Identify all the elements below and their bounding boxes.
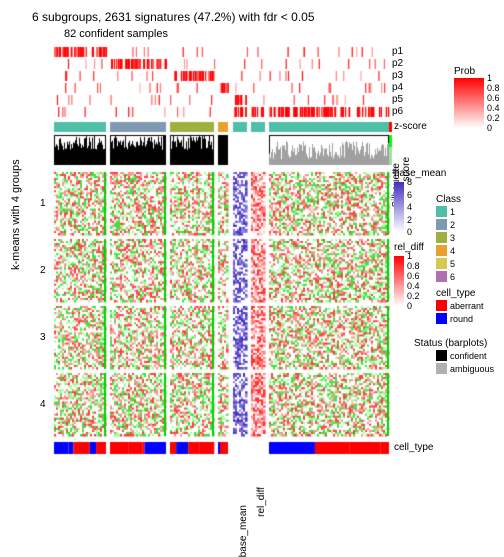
axis-label: z-score — [394, 121, 427, 132]
legend-gradient — [394, 182, 404, 232]
legend-item: confident — [436, 350, 487, 361]
legend-item: 1 — [436, 206, 455, 217]
axis-label: p4 — [392, 82, 403, 93]
legend-item: 6 — [436, 271, 455, 282]
axis-label: 2 — [40, 265, 46, 276]
axis-label: rel_diff — [256, 487, 267, 517]
axis-label: 3 — [40, 332, 46, 343]
legend-item: ambiguous — [436, 363, 494, 374]
axis-label: p3 — [392, 70, 403, 81]
legend-item: 5 — [436, 258, 455, 269]
axis-label: 4 — [40, 399, 46, 410]
legend-title: Prob — [454, 66, 475, 77]
legend-item: 4 — [436, 245, 455, 256]
legend-title: Class — [436, 194, 461, 205]
legend-item: 2 — [436, 219, 455, 230]
legend-item: aberrant — [436, 300, 484, 311]
legend-item: 3 — [436, 232, 455, 243]
legend-item: round — [436, 313, 473, 324]
axis-label: base_mean — [394, 168, 446, 179]
axis-label: p2 — [392, 58, 403, 69]
axis-label: p5 — [392, 94, 403, 105]
axis-label: base_mean — [238, 505, 249, 557]
legend-title: Status (barplots) — [414, 338, 487, 349]
axis-label: p6 — [392, 106, 403, 117]
axis-label: cell_type — [394, 442, 433, 453]
legend-gradient — [394, 256, 404, 306]
axis-label: 1 — [40, 198, 46, 209]
legend-gradient — [454, 78, 484, 128]
legend-title: cell_type — [436, 288, 475, 299]
heatmap-canvas — [0, 0, 504, 504]
axis-label: p1 — [392, 46, 403, 57]
